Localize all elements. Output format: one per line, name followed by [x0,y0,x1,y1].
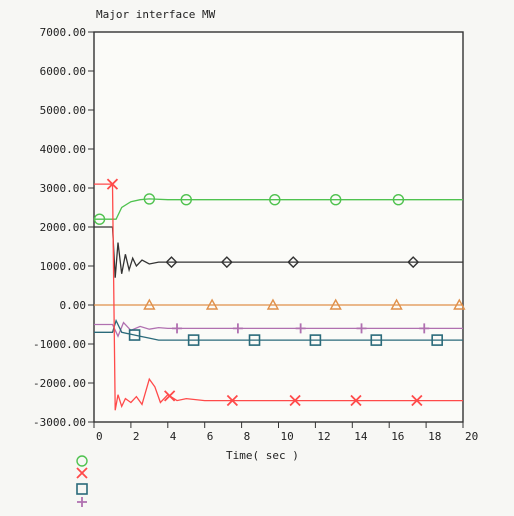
square-marker [187,334,200,346]
y-tick-label: 4000.00 [40,143,86,156]
square-marker [309,334,322,346]
circle-marker [143,193,156,205]
triangle-marker [329,298,342,310]
square-marker [248,334,261,346]
series-line-square [94,318,463,341]
square-marker [128,329,141,341]
triangle-marker [143,298,156,310]
x-axis-label: Time( sec ) [226,449,299,462]
plus-marker [295,323,306,334]
triangle-marker [205,298,219,310]
diamond-marker [287,256,300,269]
plus-marker [419,323,430,334]
y-tick-label: 6000.00 [40,65,86,78]
x-tick-label: 2 [133,430,140,443]
x-marker [106,178,119,190]
y-tick-label: 3000.00 [40,182,86,195]
y-tick-label: 1000.00 [40,260,86,273]
series-circle [93,193,463,225]
tick-labels: 0 2 4 6 8 10 12 14 16 18 20 7000.00 6000.00 5000.00 40… [33,26,478,443]
triangle-marker [266,298,280,310]
x-tick-label: 4 [170,430,177,443]
plus-marker [232,323,243,334]
x-tick-label: 16 [391,430,404,443]
series-line-diamond [94,226,463,278]
series-line-circle [94,198,463,220]
x-marker [76,467,88,479]
circle-marker [93,213,106,225]
x-marker [289,394,301,407]
y-tick-label: 7000.00 [40,26,86,39]
x-marker [164,390,176,402]
axes [88,31,464,428]
y-tick-label: 0.00 [60,299,87,312]
x-tick-label: 18 [428,430,441,443]
plus-marker [77,497,87,507]
x-tick-label: 0 [96,430,103,443]
x-marker [226,394,239,407]
triangle-marker [453,298,466,310]
chart-title: Major interface MW [96,8,216,21]
x-tick-label: 20 [465,430,478,443]
y-tick-label: -2000.00 [33,377,86,390]
y-tick-label: -1000.00 [33,338,86,351]
diamond-marker [407,256,420,269]
square-marker [370,334,383,346]
y-tick-label: 2000.00 [40,221,86,234]
x-marker [411,394,423,407]
series-line-x [94,183,463,411]
x-tick-label: 12 [317,430,330,443]
x-tick-label: 14 [354,430,368,443]
plus-marker [356,323,367,334]
x-tick-label: 10 [281,430,294,443]
circle-marker [392,193,405,206]
series-square [94,318,463,346]
plus-marker [172,323,183,334]
series-plus [94,321,463,338]
square-marker [76,483,88,495]
legend [76,455,88,507]
circle-marker [329,193,342,206]
plot-frame [93,31,464,423]
square-marker [431,334,443,346]
circle-marker [269,193,281,206]
x-tick-label: 6 [207,430,214,443]
y-tick-label: 5000.00 [40,104,86,117]
diamond-marker [165,256,178,269]
circle-marker [76,455,88,467]
series-triangle [94,298,466,310]
series-group [76,178,466,507]
x-marker [350,394,362,407]
series-x [94,178,463,411]
diamond-marker [220,256,233,269]
triangle-marker [390,298,403,310]
circle-marker [180,193,192,206]
x-tick-label: 8 [244,430,251,443]
series-diamond [94,226,463,278]
y-tick-label: -3000.00 [33,416,86,429]
